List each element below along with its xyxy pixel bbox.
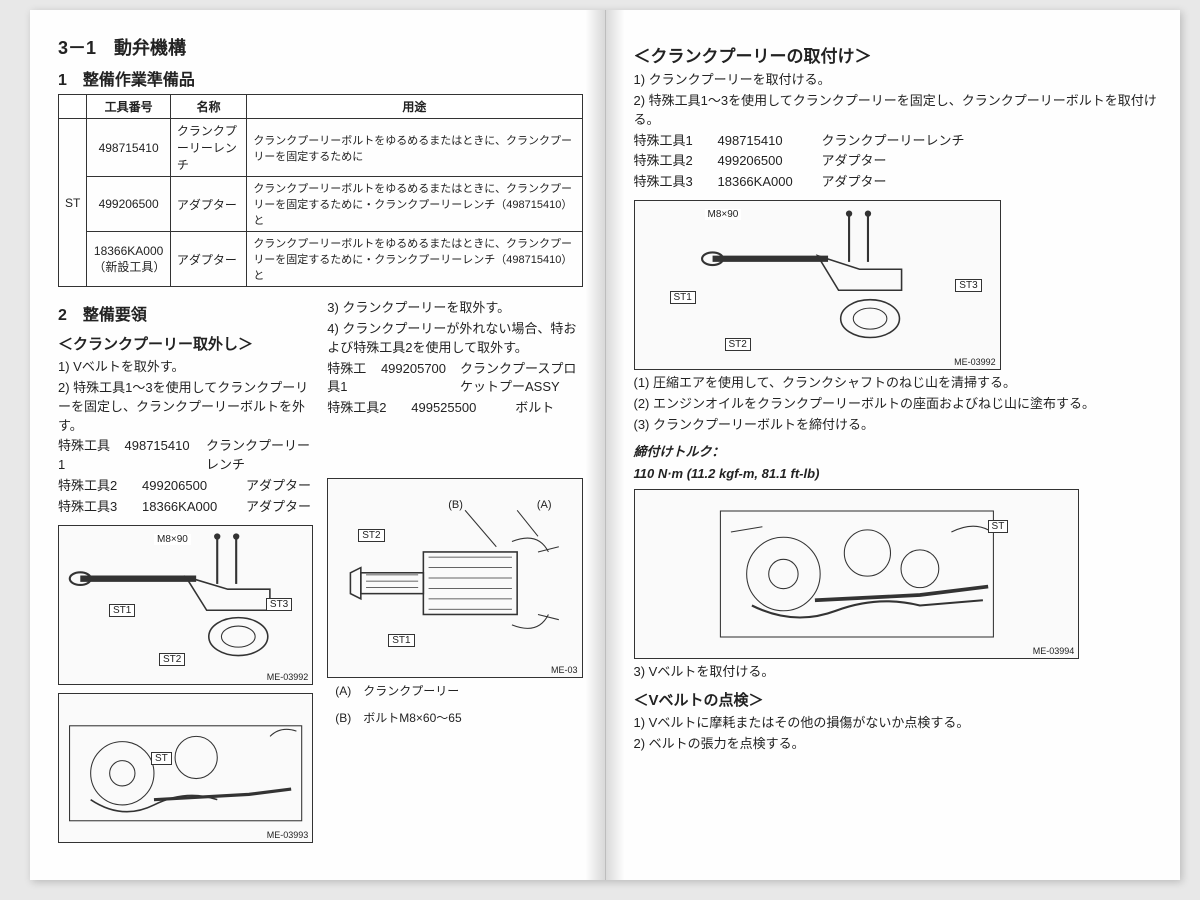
table-header-toolno: 工具番号 (87, 95, 171, 119)
callout: (B) (448, 499, 463, 511)
figure-legend: (A) クランクプーリー (335, 682, 582, 699)
tool-spec: 特殊工具318366KA000アダプター (58, 498, 313, 517)
figure-code: ME-03992 (954, 357, 996, 367)
figure-legend: (B) ボルトM8×60～65 (335, 709, 582, 726)
figure-engine-bay: ST ME-03993 (58, 693, 313, 843)
st-label: ST3 (955, 279, 981, 292)
st-label: ST1 (388, 634, 414, 647)
tool-spec: 特殊工具2499525500ボルト (327, 399, 582, 418)
st-label: ST (151, 752, 172, 765)
procedure-step: 4) クランクプーリーが外れない場合、特および特殊工具2を使用して取外す。 (327, 320, 582, 358)
note: (3) クランクプーリーボルトを締付ける。 (634, 416, 1159, 435)
st-label: ST2 (725, 338, 751, 351)
section-heading: 3－1 動弁機構 (58, 34, 583, 60)
figure-wrench-assembly: ST1 ST2 ST3 M8×90 ME-03992 (634, 200, 1001, 370)
procedure-step: 1) クランクプーリーを取付ける。 (634, 71, 1159, 90)
procedure-step: 2) ベルトの張力を点検する。 (634, 735, 1159, 754)
tool-preparation-table: 工具番号 名称 用途 ST 498715410 クランクプーリーレンチ クランク… (58, 94, 583, 287)
procedure-step: 2) 特殊工具1～3を使用してクランクプーリーを固定し、クランクプーリーボルトを… (58, 379, 313, 436)
tool-name: クランクプーリーレンチ (170, 119, 246, 177)
table-row: 499206500 アダプター クランクプーリーボルトをゆるめるまたはときに、ク… (59, 177, 583, 232)
tool-use: クランクプーリーボルトをゆるめるまたはときに、クランクプーリーを固定するために (247, 119, 582, 177)
table-header-name: 名称 (170, 95, 246, 119)
st-label: ST2 (159, 653, 185, 666)
tool-spec: 特殊工具2499206500アダプター (634, 152, 1159, 171)
tool-number: 498715410 (87, 119, 171, 177)
bolt-spec: M8×90 (705, 209, 742, 220)
tool-name: アダプター (170, 232, 246, 287)
st-label: ST1 (109, 604, 135, 617)
tool-number: 499206500 (87, 177, 171, 232)
st-label: ST1 (670, 291, 696, 304)
note: (2) エンジンオイルをクランクプーリーボルトの座面およびねじ山に塗布する。 (634, 395, 1159, 414)
tool-spec: 特殊工具318366KA000アダプター (634, 173, 1159, 192)
subsection-1-heading: 1 整備作業準備品 (58, 66, 583, 90)
tool-spec: 特殊工具1499205700クランクプースプロケットプーASSY (327, 360, 582, 398)
procedure-title: ＜クランクプーリー取外し＞ (58, 333, 313, 354)
figure-puller: ST2 ST1 (B) (A) ME-03 (327, 478, 582, 678)
procedure-step: 3) クランクプーリーを取外す。 (327, 299, 582, 318)
tool-number: 18366KA000 （新設工具） (87, 232, 171, 287)
bolt-spec: M8×90 (154, 534, 191, 545)
tool-name: アダプター (170, 177, 246, 232)
page-left: 3－1 動弁機構 1 整備作業準備品 工具番号 名称 用途 ST 4987154… (30, 10, 606, 880)
procedure-step: 1) Vベルトに摩耗またはその他の損傷がないか点検する。 (634, 714, 1159, 733)
figure-engine-bay: ST ME-03994 (634, 489, 1080, 659)
manual-spread: 3－1 動弁機構 1 整備作業準備品 工具番号 名称 用途 ST 4987154… (30, 10, 1180, 880)
figure-wrench-assembly: ST1 ST2 ST3 M8×90 ME-03992 (58, 525, 313, 685)
procedure-title: ＜Vベルトの点検＞ (634, 689, 1159, 710)
left-column: 2 整備要領 ＜クランクプーリー取外し＞ 1) Vベルトを取外す。 2) 特殊工… (58, 297, 313, 847)
procedure-step: 2) 特殊工具1～3を使用してクランクプーリーを固定し、クランクプーリーボルトを… (634, 92, 1159, 130)
tool-spec: 特殊工具1498715410クランクプーリーレンチ (58, 437, 313, 475)
procedure-step: 1) Vベルトを取外す。 (58, 358, 313, 377)
table-row: 18366KA000 （新設工具） アダプター クランクプーリーボルトをゆるめる… (59, 232, 583, 287)
tool-use: クランクプーリーボルトをゆるめるまたはときに、クランクプーリーを固定するために・… (247, 177, 582, 232)
figure-code: ME-03 (551, 665, 578, 675)
st-label: ST (988, 520, 1009, 533)
subsection-2-heading: 2 整備要領 (58, 301, 313, 325)
figure-code: ME-03994 (1033, 646, 1075, 656)
torque-value: 110 N·m (11.2 kgf-m, 81.1 ft-lb) (634, 466, 1159, 481)
table-rowgroup: ST (59, 119, 87, 287)
table-header-use: 用途 (247, 95, 582, 119)
procedure-title: ＜クランクプーリーの取付け＞ (634, 42, 1159, 67)
page-right: ＜クランクプーリーの取付け＞ 1) クランクプーリーを取付ける。 2) 特殊工具… (606, 10, 1181, 880)
figure-code: ME-03992 (267, 672, 309, 682)
tool-spec: 特殊工具1498715410クランクプーリーレンチ (634, 132, 1159, 151)
st-label: ST2 (358, 529, 384, 542)
figure-code: ME-03993 (267, 830, 309, 840)
callout: (A) (537, 499, 552, 511)
torque-label: 締付けトルク： (634, 441, 1159, 460)
table-row: ST 498715410 クランクプーリーレンチ クランクプーリーボルトをゆるめ… (59, 119, 583, 177)
note: (1) 圧縮エアを使用して、クランクシャフトのねじ山を清掃する。 (634, 374, 1159, 393)
st-label: ST3 (266, 598, 292, 611)
procedure-step: 3) Vベルトを取付ける。 (634, 663, 1159, 682)
right-column: 3) クランクプーリーを取外す。 4) クランクプーリーが外れない場合、特および… (327, 297, 582, 847)
tool-spec: 特殊工具2499206500アダプター (58, 477, 313, 496)
tool-use: クランクプーリーボルトをゆるめるまたはときに、クランクプーリーを固定するために・… (247, 232, 582, 287)
table-header-empty (59, 95, 87, 119)
